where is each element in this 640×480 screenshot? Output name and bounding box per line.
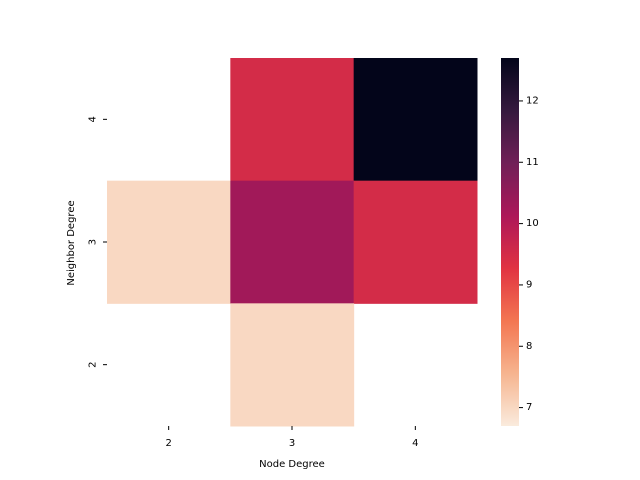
colorbar-tick-label: 8 bbox=[526, 341, 532, 352]
colorbar-tick-label: 12 bbox=[526, 95, 539, 106]
y-tick-label: 3 bbox=[88, 239, 99, 245]
heatmap-cells bbox=[107, 58, 478, 427]
heatmap-cell-4-3 bbox=[353, 180, 478, 304]
y-axis-label: Neighbor Degree bbox=[66, 200, 77, 285]
colorbar-tick-label: 11 bbox=[526, 157, 539, 168]
x-tick-label: 4 bbox=[412, 438, 418, 449]
colorbar-ticks: 7 8 9 10 11 12 bbox=[519, 95, 539, 413]
heatmap-cell-3-2 bbox=[230, 303, 355, 427]
x-tick-label: 3 bbox=[289, 438, 295, 449]
heatmap-cell-2-3 bbox=[107, 180, 231, 304]
y-axis: 4 3 2 bbox=[88, 116, 107, 368]
heatmap-cell-4-4 bbox=[353, 58, 478, 182]
heatmap-cell-3-3 bbox=[230, 180, 355, 304]
y-tick-label: 4 bbox=[88, 116, 99, 122]
colorbar-tick-label: 9 bbox=[526, 279, 532, 290]
x-axis: 2 3 4 bbox=[165, 426, 419, 449]
x-tick-label: 2 bbox=[165, 438, 171, 449]
colorbar bbox=[501, 58, 519, 426]
colorbar-tick-label: 10 bbox=[526, 218, 539, 229]
x-axis-label: Node Degree bbox=[259, 459, 325, 470]
y-tick-label: 2 bbox=[88, 361, 99, 367]
colorbar-tick-label: 7 bbox=[526, 402, 532, 413]
heatmap-cell-3-4 bbox=[230, 58, 355, 182]
